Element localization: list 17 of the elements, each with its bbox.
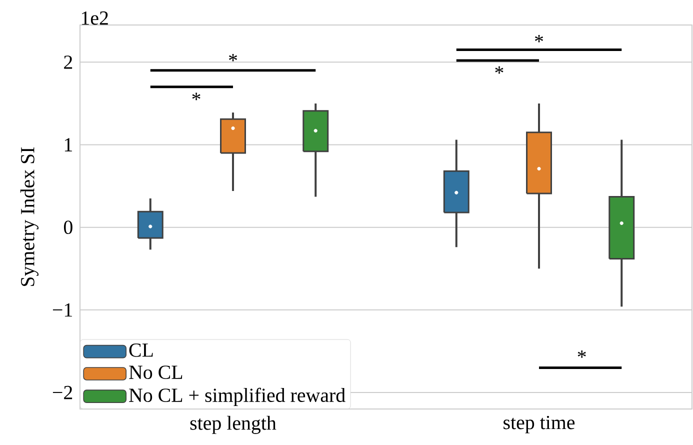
legend-label: No CL: [129, 366, 182, 380]
y-tick-label: 2: [64, 56, 72, 69]
annotation: *: [192, 92, 200, 100]
y-tick-label: 1: [64, 138, 72, 152]
legend-label: No CL + simplified reward: [129, 388, 346, 406]
y-tick-label: −2: [52, 386, 72, 400]
annotation: *: [228, 54, 238, 62]
annotation: *: [495, 66, 504, 74]
y-axis-title: Symetry Index SI: [20, 147, 38, 286]
y-tick-label: −1: [52, 303, 72, 316]
x-tick-label: step length: [190, 416, 276, 434]
legend-label: CL: [129, 343, 153, 357]
y-tick-label: 0: [64, 220, 72, 234]
annotation: *: [578, 350, 586, 358]
annotation: *: [534, 34, 544, 42]
x-tick-label: step time: [504, 416, 575, 434]
text: 1e2: [82, 11, 108, 25]
